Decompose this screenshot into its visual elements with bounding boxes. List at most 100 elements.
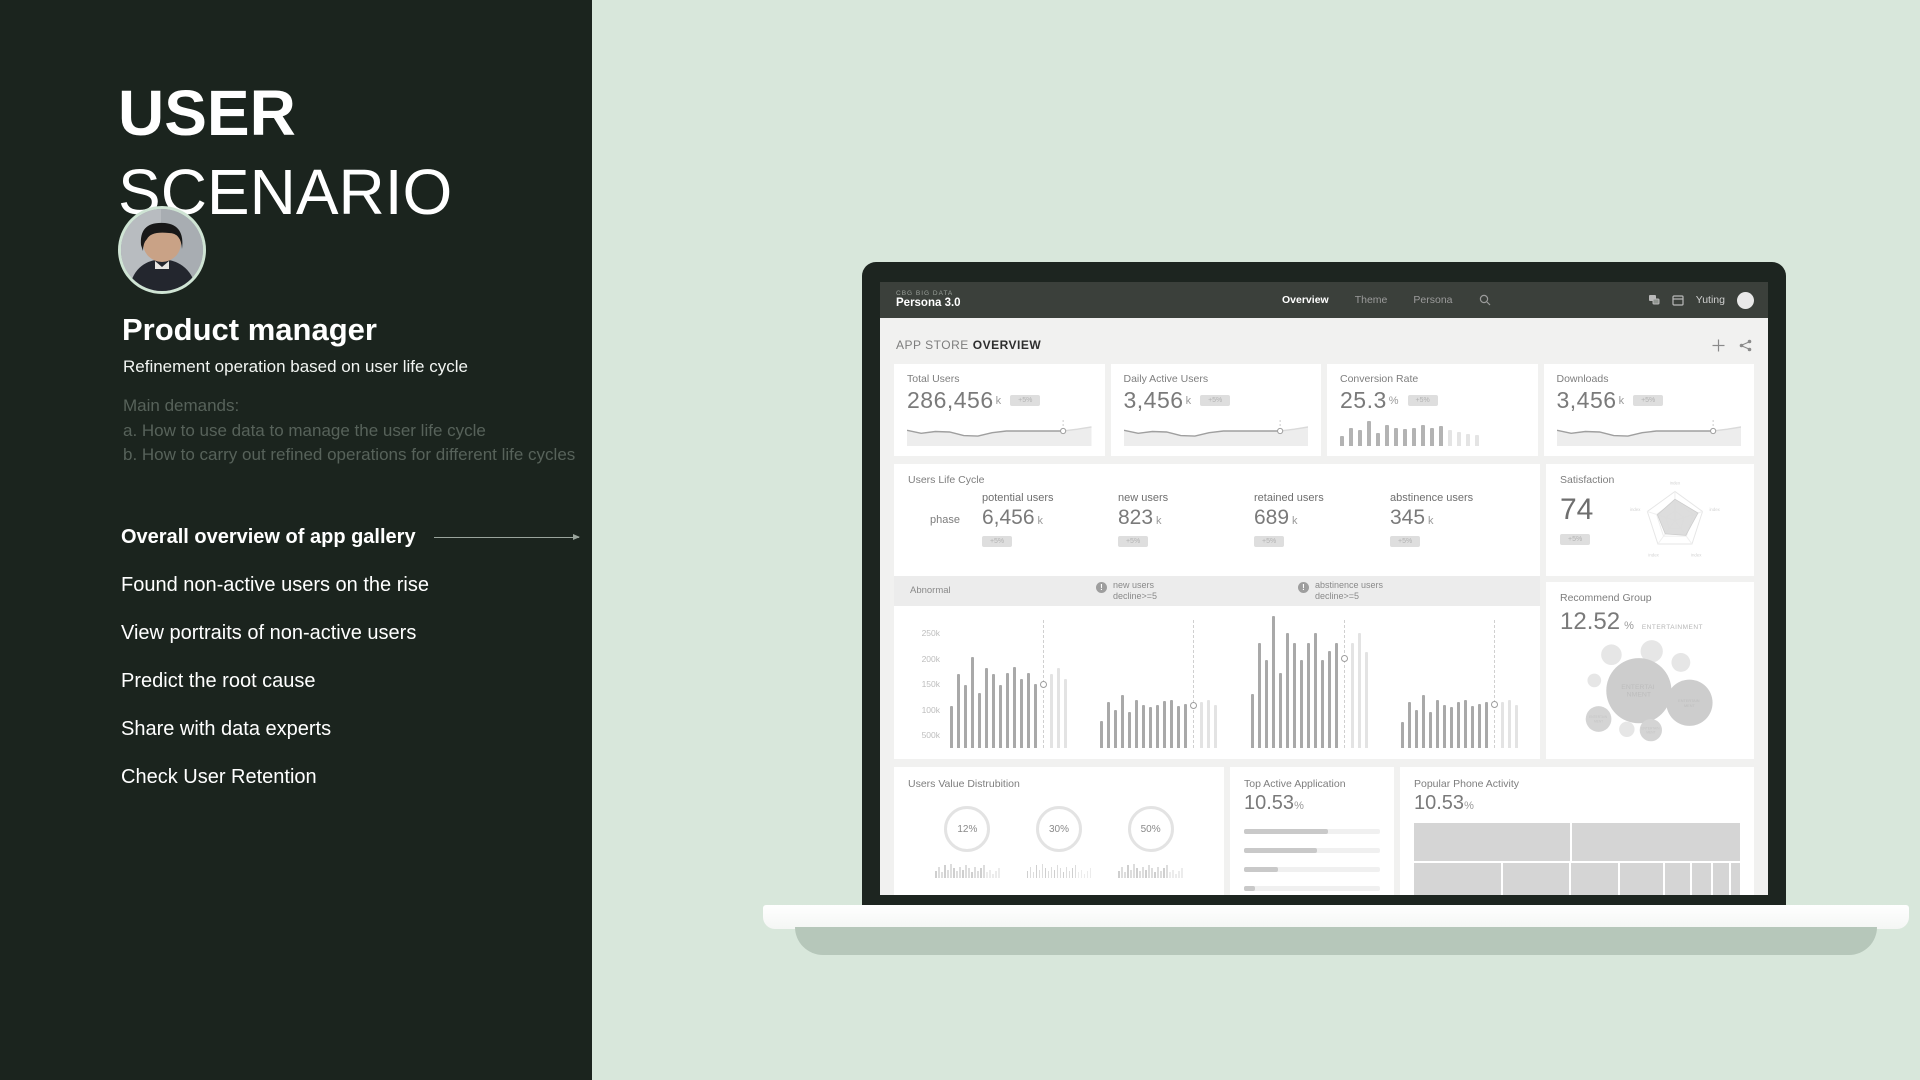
svg-text:index: index: [1649, 552, 1660, 557]
persona-role-desc: Refinement operation based on user life …: [123, 357, 468, 376]
recommend-title: Recommend Group: [1560, 592, 1652, 604]
stat-label: Daily Active Users: [1123, 373, 1209, 385]
demand-b: b. How to carry out refined operations f…: [123, 445, 576, 465]
dashboard-screen: CBG BIG DATA Persona 3.0 Overview Theme …: [880, 282, 1768, 895]
step-label: Check User Retention: [121, 766, 317, 788]
plus-icon[interactable]: [1712, 339, 1725, 352]
abnormal-label: Abnormal: [910, 585, 951, 596]
treemap-chart: [1414, 823, 1740, 895]
life-cycle-title: Users Life Cycle: [908, 474, 985, 486]
brand-name: Persona 3.0: [896, 297, 961, 310]
svg-text:ENTERTAI NME: ENTERTAI NMENT: [1621, 684, 1656, 699]
recommend-value: 12.52: [1560, 608, 1621, 635]
stat-unit: k: [1618, 394, 1625, 407]
progress-bars: [1244, 829, 1380, 891]
phone-activity-card: Popular Phone Activity 10.53%: [1400, 767, 1754, 895]
satisfaction-badge: +5%: [1560, 534, 1591, 545]
stat-badge: +5%: [1633, 395, 1664, 406]
header-right: Yuting: [1648, 282, 1754, 318]
stat-card-conversion: Conversion Rate 25.3 % +5%: [1327, 364, 1538, 456]
demand-a: a. How to use data to manage the user li…: [123, 420, 486, 440]
step-item: Predict the root cause: [121, 668, 579, 694]
section-title-light: APP STORE: [896, 338, 969, 352]
stat-value: 286,456: [907, 387, 994, 413]
svg-text:index: index: [1691, 552, 1702, 557]
nav-tab-overview[interactable]: Overview: [1282, 294, 1329, 306]
scenario-steps: Overall overview of app gallery Found no…: [121, 524, 581, 812]
svg-text:index: index: [1710, 507, 1721, 512]
life-cycle-card: Users Life Cycle phase potential users 6…: [894, 464, 1540, 576]
laptop-base: [763, 905, 1909, 929]
chat-icon[interactable]: [1648, 294, 1660, 306]
warning-icon: !: [1298, 582, 1309, 593]
sparkline-chart: [1124, 418, 1309, 446]
step-label: Overall overview of app gallery: [121, 526, 416, 548]
step-item: View portraits of non-active users: [121, 620, 579, 646]
step-item: Found non-active users on the rise: [121, 572, 579, 598]
app-header: CBG BIG DATA Persona 3.0 Overview Theme …: [880, 282, 1768, 318]
search-icon[interactable]: [1479, 294, 1491, 306]
slide-title: USER SCENARIO: [118, 77, 452, 226]
slide-title-line1: USER: [118, 77, 296, 149]
bubble-chart: ENTERTAI NMENT ENTERTAIN MENT: [1585, 640, 1713, 742]
warning-icon: !: [1096, 582, 1107, 593]
bar-groups: [950, 616, 1524, 749]
right-column: Satisfaction 74 +5%: [1546, 464, 1754, 759]
stat-card-downloads: Downloads 3,456 k +5%: [1543, 364, 1754, 456]
svg-text:ENTERTAIN ME: ENTERTAIN MENT: [1678, 699, 1701, 708]
persona-avatar-photo: [121, 209, 203, 291]
share-icon[interactable]: [1739, 339, 1752, 352]
arrow-right-icon: [433, 533, 581, 540]
svg-text:ENTERTAIN ME: ENTERTAIN MENT: [1589, 715, 1608, 723]
brand-top: CBG BIG DATA: [896, 290, 954, 298]
satisfaction-title: Satisfaction: [1560, 474, 1615, 486]
sparkline-chart: [1557, 418, 1742, 446]
stat-value: 3,456: [1556, 387, 1617, 413]
value-dist-segment: 12%: [935, 806, 1000, 878]
phase-row-label: phase: [929, 514, 960, 526]
calendar-icon[interactable]: [1672, 294, 1684, 306]
stat-label: Conversion Rate: [1340, 373, 1419, 385]
tiny-bar-chart: [1118, 864, 1183, 878]
bottom-grid: Users Value Distrubition 12% 30%: [894, 767, 1754, 895]
top-active-title: Top Active Application: [1244, 778, 1346, 790]
recommend-unit: %: [1624, 620, 1634, 632]
svg-text:index: index: [1670, 481, 1681, 486]
user-avatar[interactable]: [1737, 291, 1754, 309]
radar-chart: index index index index index: [1630, 481, 1721, 558]
laptop-screen-bezel: CBG BIG DATA Persona 3.0 Overview Theme …: [862, 262, 1786, 905]
value-dist-segment: 30%: [1026, 806, 1092, 878]
stat-badge: +5%: [1010, 395, 1041, 406]
recommend-group-card: Recommend Group 12.52 % ENTERTAINMENT: [1546, 582, 1754, 759]
top-active-card: Top Active Application 10.53%: [1230, 767, 1394, 895]
laptop-foot-shadow: [795, 927, 1877, 955]
persona-role: Product manager: [122, 312, 377, 347]
stat-card-daily-active: Daily Active Users 3,456 k +5%: [1110, 364, 1321, 456]
step-label: Predict the root cause: [121, 670, 316, 692]
nav-tab-persona[interactable]: Persona: [1413, 294, 1453, 306]
stat-badge: +5%: [1200, 395, 1231, 406]
step-label: Found non-active users on the rise: [121, 574, 429, 596]
mid-grid: Users Life Cycle phase potential users 6…: [894, 464, 1754, 759]
value-dist-title: Users Value Distrubition: [908, 778, 1020, 790]
value-dist-segment: 50%: [1118, 806, 1183, 878]
alert-new-users: ! new users decline>=5: [1096, 580, 1157, 603]
alert-abstinence-users: ! abstinence users decline>=5: [1298, 580, 1383, 603]
satisfaction-value: 74: [1560, 493, 1594, 526]
stat-label: Total Users: [907, 373, 960, 385]
stat-unit: k: [995, 394, 1002, 407]
section-title-bold: OVERVIEW: [972, 338, 1042, 352]
tiny-bar-chart: [1026, 864, 1092, 878]
persona-avatar: [118, 206, 206, 294]
main-bar-chart: 250k 200k 150k 100k 500k: [894, 606, 1540, 759]
abnormal-row: Abnormal ! new users decline>=5 ! abstine…: [894, 576, 1540, 606]
bar-group: [950, 620, 1067, 748]
satisfaction-card: Satisfaction 74 +5%: [1546, 464, 1754, 576]
stat-cards-row: Total Users 286,456 k +5% Daily Active U…: [894, 364, 1754, 456]
nav-tab-theme[interactable]: Theme: [1354, 294, 1388, 306]
step-item: Overall overview of app gallery: [121, 524, 581, 550]
phase-new: new users 823 k +5%: [1117, 492, 1169, 547]
svg-text:index: index: [1630, 507, 1641, 512]
bar-group: [1400, 620, 1518, 748]
username[interactable]: Yuting: [1695, 294, 1725, 306]
